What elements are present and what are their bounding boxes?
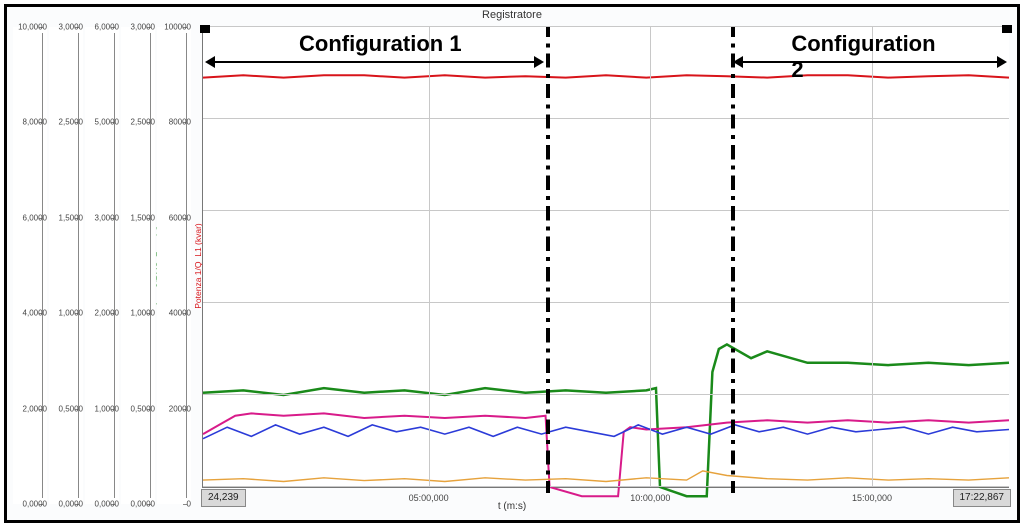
y-tick-label: 100000 — [164, 23, 191, 32]
y-tick-label: 6,0000 — [95, 23, 119, 32]
series-Acc2_RMS_Fase12 — [203, 413, 1009, 496]
y-tick-label: 2,5000 — [59, 118, 83, 127]
y-tick-label: 2,0000 — [23, 404, 47, 413]
cursor-handle[interactable] — [200, 25, 210, 33]
y-axis: 0,00000,50001,00001,50002,50003,0000Acc_… — [121, 27, 155, 504]
config-arrow — [735, 61, 1005, 63]
y-tick-label: 40000 — [169, 309, 191, 318]
y-tick-label: 0,5000 — [131, 404, 155, 413]
y-axes-zone: 0,00002,00004,00006,00008,000010,0000Acc… — [13, 27, 191, 504]
y-axis: 0,00001,00002,00003,00005,00006,0000Acc_… — [85, 27, 119, 504]
chart-title: Registratore — [7, 9, 1017, 21]
plot-svg — [203, 27, 1009, 487]
config-divider — [731, 27, 735, 493]
y-tick-label: 3,0000 — [131, 23, 155, 32]
y-tick-label: 20000 — [169, 404, 191, 413]
y-tick-label: 8,0000 — [23, 118, 47, 127]
x-axis-label: t (m:s) — [7, 501, 1017, 512]
series-Acc2_RMS_Fase4 — [203, 344, 1009, 496]
y-tick-label: 1,5000 — [59, 213, 83, 222]
y-tick-label: 60000 — [169, 213, 191, 222]
y-tick-label: 80000 — [169, 118, 191, 127]
y-tick-label: 4,0000 — [23, 309, 47, 318]
y-axis: 020000400006000080000100000Potenza 1/Q_L… — [157, 27, 191, 504]
y-tick-label: 3,0000 — [59, 23, 83, 32]
series-Acc1_RMS_Fase12 — [203, 471, 1009, 482]
y-tick-label: 2,0000 — [95, 309, 119, 318]
y-axis: 0,00002,00004,00006,00008,000010,0000Acc… — [13, 27, 47, 504]
config-arrow — [207, 61, 541, 63]
config-label: Configuration 1 — [299, 31, 462, 57]
y-axis: 0,00000,50001,00001,50002,50003,0000Acc_… — [49, 27, 83, 504]
y-tick-label: 6,0000 — [23, 213, 47, 222]
y-tick-label: 5,0000 — [95, 118, 119, 127]
series-Acc1_RMS_Fase4 — [203, 425, 1009, 439]
plot-area[interactable]: 05:00,00010:00,00015:00,000Configuration… — [202, 27, 1009, 488]
y-tick-label: 0,5000 — [59, 404, 83, 413]
y-tick-label: 1,0000 — [59, 309, 83, 318]
recorder-frame: Registratore 0,00002,00004,00006,00008,0… — [4, 4, 1020, 523]
y-tick-label: 1,5000 — [131, 213, 155, 222]
y-tick-label: 1,0000 — [131, 309, 155, 318]
y-tick-label: 1,0000 — [95, 404, 119, 413]
config-divider — [546, 27, 550, 493]
config-label: Configuration 2 — [791, 31, 936, 83]
y-tick-label: 3,0000 — [95, 213, 119, 222]
y-tick-label: 2,5000 — [131, 118, 155, 127]
cursor-handle[interactable] — [1002, 25, 1012, 33]
y-tick-label: 10,0000 — [18, 23, 47, 32]
